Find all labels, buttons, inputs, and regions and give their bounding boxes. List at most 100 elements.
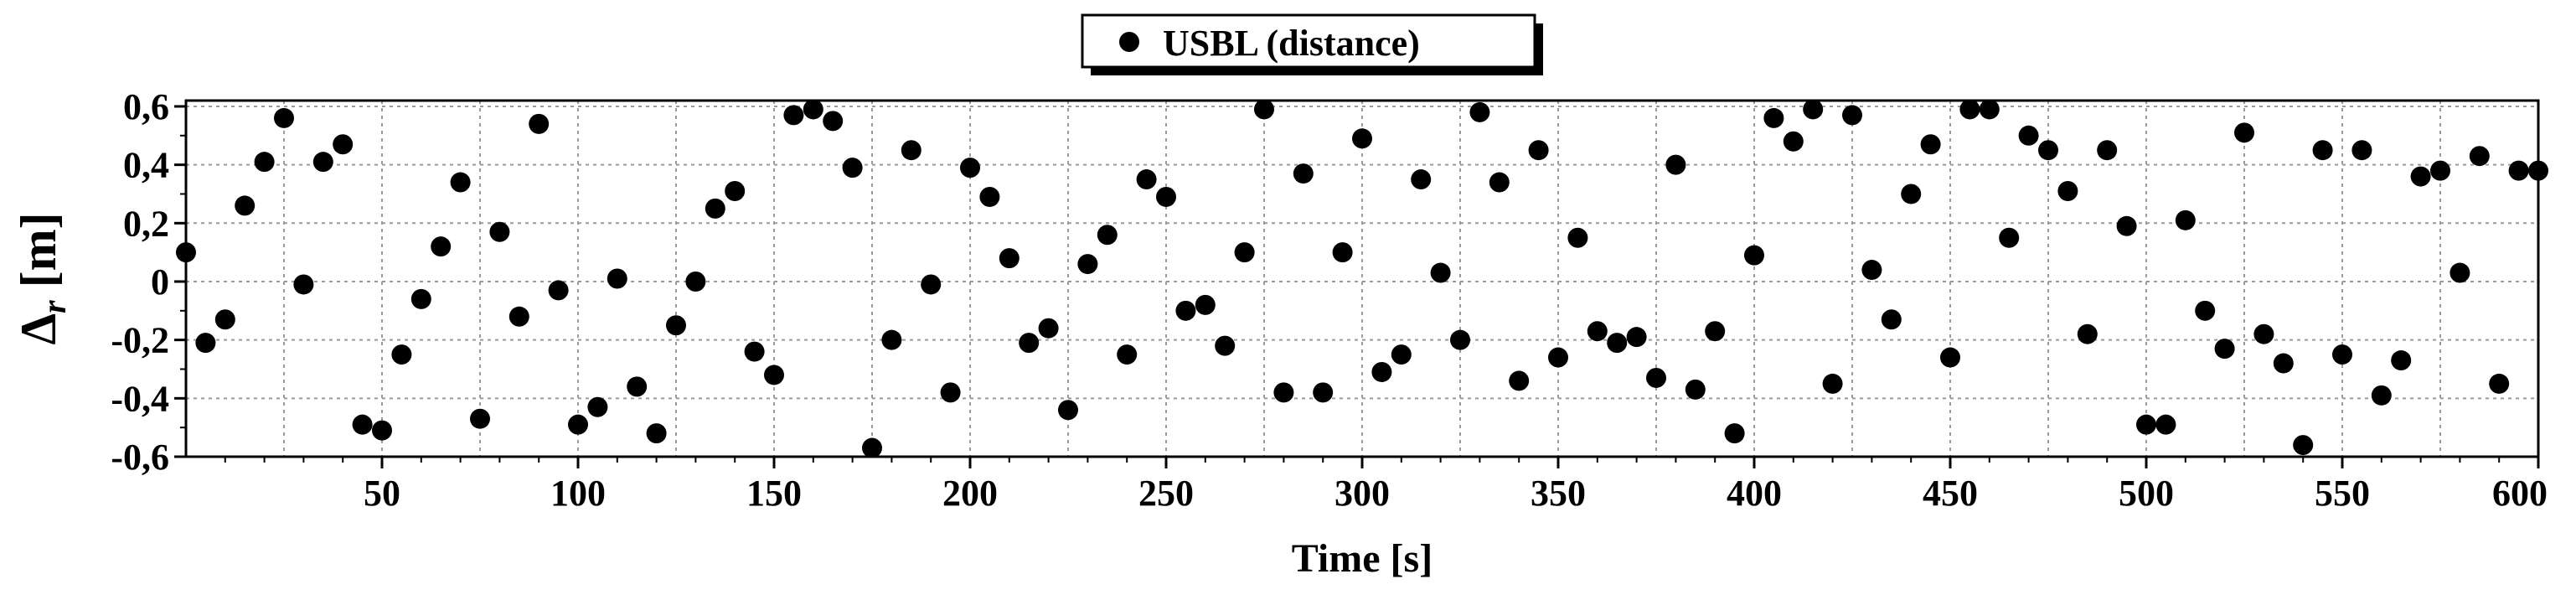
data-point — [2273, 353, 2294, 374]
data-point — [2410, 166, 2431, 187]
data-point — [2136, 414, 2156, 435]
data-point — [568, 414, 588, 435]
data-point — [862, 437, 882, 458]
data-point — [1920, 134, 1941, 155]
data-point — [450, 172, 471, 193]
x-tick-label: 50 — [364, 473, 400, 514]
data-point — [783, 105, 804, 126]
data-point — [333, 134, 354, 155]
x-tick-label: 250 — [1138, 473, 1194, 514]
x-tick-labels: 50 100 150 200 250 300 350 400 450 500 550 600 — [364, 473, 2548, 514]
data-point — [705, 198, 725, 219]
data-point — [254, 152, 275, 173]
grid — [186, 101, 2538, 457]
data-point — [1979, 99, 2000, 120]
data-point — [489, 221, 510, 242]
data-point — [2351, 140, 2372, 161]
data-point — [960, 158, 980, 178]
data-point — [2018, 125, 2039, 146]
plot-area-frame — [184, 99, 2540, 458]
y-tick-label: 0,6 — [123, 86, 169, 127]
data-point — [1940, 347, 1960, 368]
data-point — [1528, 140, 1549, 161]
data-point — [1646, 367, 1666, 388]
data-point — [1842, 105, 1862, 126]
data-point — [2195, 300, 2216, 321]
data-point — [410, 288, 431, 309]
data-point — [979, 186, 1000, 207]
x-axis-title: Time [s] — [1292, 536, 1433, 581]
data-point — [646, 423, 667, 444]
legend: USBL (distance) — [1081, 13, 1543, 75]
data-point — [1332, 242, 1353, 263]
y-tick-label: -0,2 — [111, 320, 169, 361]
data-point — [1234, 242, 1255, 263]
data-point — [431, 236, 452, 257]
data-point — [1038, 318, 1059, 339]
data-point — [529, 113, 550, 134]
y-tick-labels: -0,6 -0,4 -0,2 0 0,2 0,4 0,6 — [111, 86, 169, 478]
data-point — [1783, 131, 1804, 152]
x-tick-label: 600 — [2492, 473, 2548, 514]
axis-ticks — [174, 105, 2540, 468]
y-axis-title-unit: [m] — [11, 212, 66, 300]
y-tick-label: 0 — [151, 261, 169, 303]
data-point — [1744, 245, 1764, 266]
data-point — [1822, 373, 1843, 394]
data-point — [293, 274, 314, 295]
data-point — [764, 365, 784, 385]
data-point — [2057, 180, 2078, 201]
data-point — [2332, 344, 2352, 365]
data-point — [1901, 184, 1922, 204]
y-tick-label: 0,4 — [123, 145, 169, 186]
data-point — [1861, 260, 1882, 281]
y-axis-title-subscript: r — [35, 300, 73, 313]
x-tick-label: 200 — [942, 473, 998, 514]
legend-label: USBL (distance) — [1163, 23, 1420, 64]
x-tick-label: 300 — [1334, 473, 1390, 514]
data-point — [1136, 169, 1157, 190]
data-point — [685, 271, 706, 292]
data-point — [1273, 382, 1294, 403]
data-point — [2450, 262, 2470, 283]
data-point — [725, 180, 746, 201]
data-points — [176, 99, 2548, 458]
data-point — [607, 268, 627, 289]
data-point — [999, 248, 1020, 269]
data-point — [2234, 122, 2254, 143]
data-point — [2038, 140, 2058, 161]
data-point — [1959, 99, 1980, 120]
data-point — [1313, 382, 1334, 403]
data-point — [1117, 344, 1138, 365]
data-point — [274, 107, 294, 128]
data-point — [2489, 373, 2510, 394]
data-point — [1019, 333, 1040, 354]
y-tick-label: 0,2 — [123, 203, 169, 244]
data-point — [2293, 435, 2314, 456]
data-point — [1803, 99, 1824, 120]
data-point — [1215, 335, 1236, 356]
data-point — [587, 396, 608, 417]
data-point — [1254, 99, 1274, 120]
data-point — [1665, 154, 1686, 175]
data-point — [1567, 227, 1588, 248]
data-point — [372, 420, 392, 441]
data-point — [1881, 309, 1902, 330]
data-point — [842, 158, 863, 178]
data-point — [823, 111, 844, 132]
data-point — [312, 152, 333, 173]
data-point — [2116, 215, 2137, 236]
x-tick-label: 350 — [1531, 473, 1586, 514]
data-point — [1724, 423, 1745, 444]
data-point — [1999, 227, 2020, 248]
data-point — [235, 195, 256, 216]
data-point — [508, 306, 529, 327]
data-point — [1450, 329, 1470, 350]
data-point — [1293, 163, 1314, 184]
data-point — [744, 341, 765, 362]
data-point — [2155, 414, 2176, 435]
legend-marker-icon — [1119, 32, 1139, 52]
data-point — [2097, 140, 2118, 161]
legend-box — [1081, 13, 1536, 69]
